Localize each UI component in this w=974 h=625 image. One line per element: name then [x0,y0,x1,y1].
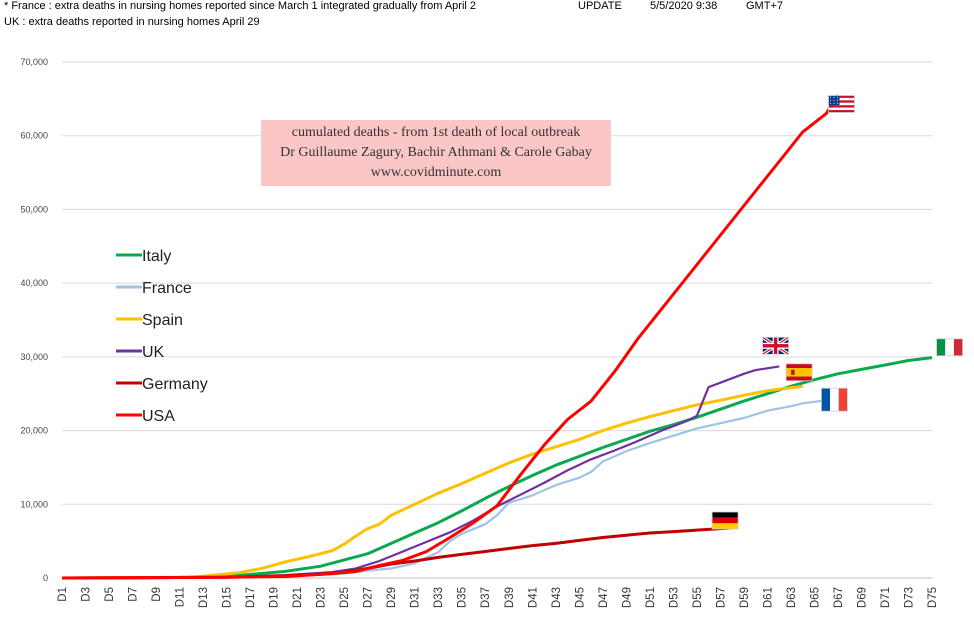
y-tick-label: 40,000 [20,278,48,288]
x-tick-label: D49 [621,587,633,608]
update-date: 5/5/2020 9:38 [650,0,718,12]
x-tick-label: D55 [692,587,704,608]
legend-label-spain: Spain [142,312,183,329]
x-tick-label: D27 [363,587,375,608]
header-note-uk: UK : extra deaths reported in nursing ho… [4,16,260,28]
flag-uk-icon [761,335,790,356]
chart-annotation: cumulated deaths - from 1st death of loc… [261,120,611,186]
annotation-line-2: Dr Guillaume Zagury, Bachir Athmani & Ca… [280,145,592,160]
x-tick-label: D7 [128,587,140,602]
x-tick-label: D69 [856,587,868,608]
x-tick-label: D1 [57,587,69,602]
x-tick-label: D29 [386,587,398,608]
legend-label-uk: UK [142,344,165,361]
series-line-usa [61,94,840,580]
x-tick-label: D47 [598,587,610,608]
y-tick-label: 50,000 [20,204,48,214]
x-tick-label: D23 [316,587,328,608]
x-tick-label: D9 [151,587,163,602]
series-line-spain [61,384,803,580]
x-tick-label: D39 [504,587,516,608]
x-tick-label: D31 [410,587,422,608]
x-tick-label: D63 [786,587,798,608]
x-tick-label: D57 [715,587,727,608]
series-line-italy [61,356,933,580]
x-tick-label: D13 [198,587,210,608]
x-tick-label: D65 [809,587,821,608]
x-tick-label: D59 [739,587,751,608]
x-axis-ticks: D1 D3 D5 D7 D9 D11 D13 D15 D17 D19 D21 D23 D25 D27 D29… [57,587,939,608]
x-tick-label: D35 [457,587,469,608]
legend-label-germany: Germany [142,376,208,393]
legend-label-italy: Italy [142,248,171,265]
x-tick-label: D45 [574,587,586,608]
series-lines [61,94,933,580]
flag-spain-icon [785,363,813,382]
y-tick-label: 30,000 [20,352,48,362]
legend-label-france: France [142,280,192,297]
x-tick-label: D51 [645,587,657,608]
y-axis-ticks: 0 10,000 20,000 30,000 40,000 50,000 60,000 70,… [20,57,48,583]
x-tick-label: D3 [81,587,93,602]
header-note-france: * France : extra deaths in nursing homes… [4,0,477,12]
legend-label-usa: USA [142,408,175,425]
y-tick-label: 10,000 [20,499,48,509]
x-tick-label: D15 [222,587,234,608]
legend: Italy France Spain UK Germany USA [116,248,208,425]
flag-germany-icon [711,511,739,530]
x-tick-label: D43 [551,587,563,608]
x-tick-label: D33 [433,587,445,608]
flag-usa-icon [828,95,855,113]
x-tick-label: D73 [903,587,915,608]
x-tick-label: D17 [245,587,257,608]
annotation-line-3: www.covidminute.com [370,165,502,180]
x-tick-label: D75 [927,587,939,608]
x-tick-label: D71 [880,587,892,608]
y-tick-label: 70,000 [20,57,48,67]
flag-italy-icon [936,338,963,357]
y-tick-label: 60,000 [20,131,48,141]
update-label: UPDATE [578,0,622,12]
x-tick-label: D67 [833,587,845,608]
flag-france-icon [821,387,848,412]
series-line-france [61,399,827,580]
series-line-uk [61,365,780,580]
x-tick-label: D41 [527,587,539,608]
y-tick-label: 0 [43,573,48,583]
x-tick-label: D11 [175,587,187,607]
x-tick-label: D19 [269,587,281,608]
annotation-line-1: cumulated deaths - from 1st death of loc… [291,125,581,140]
y-tick-label: 20,000 [20,426,48,436]
timezone-label: GMT+7 [746,0,783,12]
country-flags [711,95,963,530]
x-tick-label: D53 [668,587,680,608]
x-tick-label: D25 [339,587,351,608]
x-tick-label: D37 [480,587,492,608]
x-tick-label: D21 [292,587,304,608]
x-tick-label: D5 [104,587,116,602]
x-tick-label: D61 [762,587,774,608]
